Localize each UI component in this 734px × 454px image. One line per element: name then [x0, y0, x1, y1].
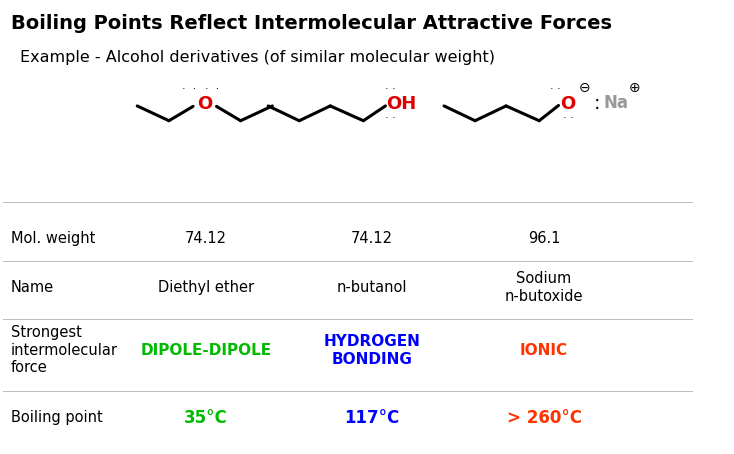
Text: n-butanol: n-butanol [336, 280, 407, 295]
Text: 35°C: 35°C [184, 409, 228, 427]
Text: :: : [594, 94, 600, 113]
Text: 74.12: 74.12 [351, 231, 393, 246]
Text: · ·: · · [564, 114, 574, 123]
Text: 117°C: 117°C [344, 409, 399, 427]
Text: IONIC: IONIC [520, 343, 568, 358]
Text: · ·: · · [385, 84, 396, 94]
Text: Sodium
n-butoxide: Sodium n-butoxide [505, 271, 584, 304]
Text: Boiling point: Boiling point [11, 410, 103, 425]
Text: OH: OH [386, 95, 416, 113]
Text: > 260°C: > 260°C [506, 409, 581, 427]
Text: Strongest
intermolecular
force: Strongest intermolecular force [11, 326, 118, 375]
Text: 74.12: 74.12 [185, 231, 227, 246]
Text: O: O [561, 95, 575, 113]
Text: DIPOLE-DIPOLE: DIPOLE-DIPOLE [141, 343, 272, 358]
Text: ⊕: ⊕ [629, 81, 641, 95]
Text: ⊖: ⊖ [579, 81, 590, 95]
Text: ·  ·: · · [205, 84, 219, 94]
Text: Mol. weight: Mol. weight [11, 231, 95, 246]
Text: · ·: · · [385, 114, 396, 123]
Text: O: O [197, 95, 212, 113]
Text: Diethyl ether: Diethyl ether [158, 280, 254, 295]
Text: 96.1: 96.1 [528, 231, 560, 246]
Text: Example - Alcohol derivatives (of similar molecular weight): Example - Alcohol derivatives (of simila… [20, 50, 495, 65]
Text: Name: Name [11, 280, 54, 295]
Text: Na: Na [604, 94, 629, 112]
Text: · ·: · · [550, 84, 561, 94]
Text: HYDROGEN
BONDING: HYDROGEN BONDING [323, 334, 420, 366]
Text: ·  ·: · · [183, 84, 197, 94]
Text: Boiling Points Reflect Intermolecular Attractive Forces: Boiling Points Reflect Intermolecular At… [11, 14, 612, 33]
